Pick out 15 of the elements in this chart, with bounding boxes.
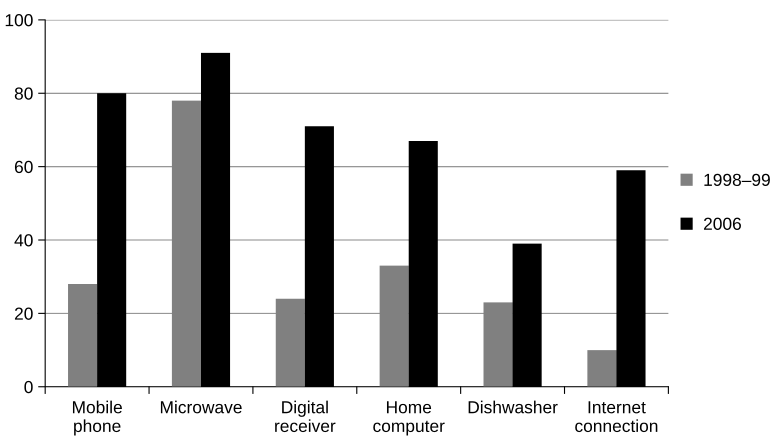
y-tick-label: 40 bbox=[14, 234, 33, 246]
x-tick-label: Mobile phone bbox=[72, 400, 122, 436]
bar bbox=[587, 350, 616, 387]
x-tick-label: Microwave bbox=[160, 400, 242, 414]
legend-label: 2006 bbox=[704, 218, 741, 230]
x-tick-label: Home computer bbox=[373, 401, 445, 436]
y-tick-label: 60 bbox=[14, 160, 33, 174]
y-tick-label: 0 bbox=[24, 380, 33, 394]
x-tick-label: Digital receiver bbox=[275, 400, 336, 432]
y-tick-label: 80 bbox=[14, 87, 33, 100]
legend-label: 1998–99 bbox=[704, 174, 770, 186]
y-tick-label: 100 bbox=[6, 14, 33, 26]
x-tick-label: Dishwasher bbox=[468, 400, 558, 414]
x-tick-label: Internet connection bbox=[575, 401, 658, 432]
y-tick-label: 20 bbox=[14, 308, 33, 320]
